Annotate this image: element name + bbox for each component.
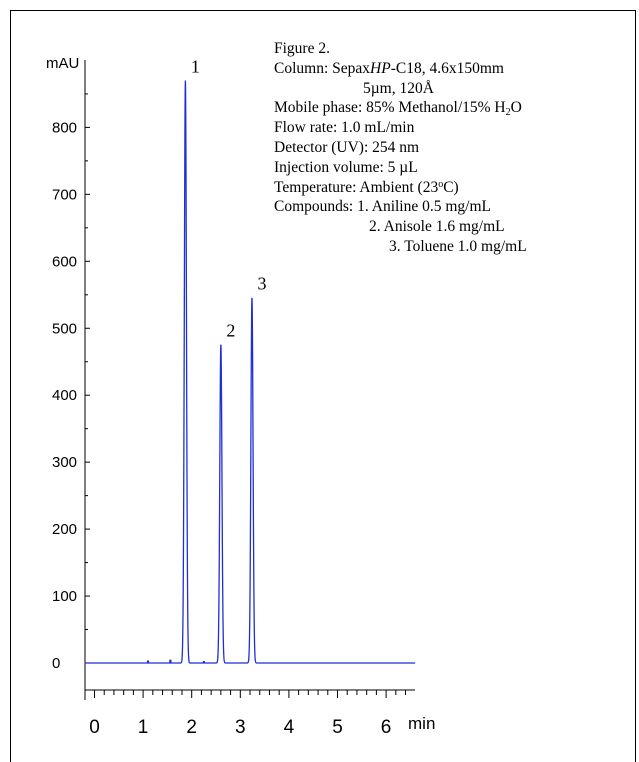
y-tick-label: 300 (52, 454, 77, 471)
peak-label-3: 3 (257, 273, 266, 293)
caption-injection: Injection volume: 5 µL (274, 158, 418, 176)
y-tick-label: 700 (52, 186, 77, 203)
y-tick-label: 0 (52, 655, 60, 672)
peak-label-2: 2 (226, 320, 235, 340)
y-tick-label: 800 (52, 119, 77, 136)
x-tick-label: 0 (89, 717, 100, 738)
caption-column-detail: 5µm, 120Å (363, 79, 434, 97)
figure-caption: Figure 2. Column: SepaxHP-C18, 4.6x150mm… (274, 39, 527, 257)
caption-flow-rate: Flow rate: 1.0 mL/min (274, 119, 415, 137)
caption-compound-3: 3. Toluene 1.0 mg/mL (389, 237, 527, 255)
y-tick-label: 600 (52, 253, 77, 270)
y-tick-label: 200 (52, 521, 77, 538)
figure-frame (10, 10, 636, 762)
chromatogram-line (84, 80, 416, 664)
y-tick-label: 400 (52, 387, 77, 404)
x-axis-label: min (408, 714, 435, 733)
x-tick-label: 1 (138, 717, 149, 738)
peak-label-1: 1 (191, 57, 200, 77)
x-tick-label: 3 (235, 717, 246, 738)
x-tick-label: 2 (186, 717, 197, 738)
caption-figure: Figure 2. (274, 40, 330, 57)
y-tick-label: 100 (52, 588, 77, 605)
x-tick-label: 6 (381, 717, 392, 738)
x-tick-label: 4 (284, 717, 295, 738)
caption-compound-2: 2. Anisole 1.6 mg/mL (369, 218, 505, 236)
caption-column: Column: SepaxHP-C18, 4.6x150mm (274, 59, 504, 77)
caption-temperature: Temperature: Ambient (23oC) (274, 178, 459, 196)
caption-compound-1: Compounds: 1. Aniline 0.5 mg/mL (274, 198, 492, 216)
caption-detector: Detector (UV): 254 nm (274, 138, 420, 156)
y-axis-label: mAU (46, 55, 79, 72)
x-tick-label: 5 (332, 717, 343, 738)
caption-mobile-phase: Mobile phase: 85% Methanol/15% H2O (274, 99, 522, 119)
y-tick-label: 500 (52, 320, 77, 337)
